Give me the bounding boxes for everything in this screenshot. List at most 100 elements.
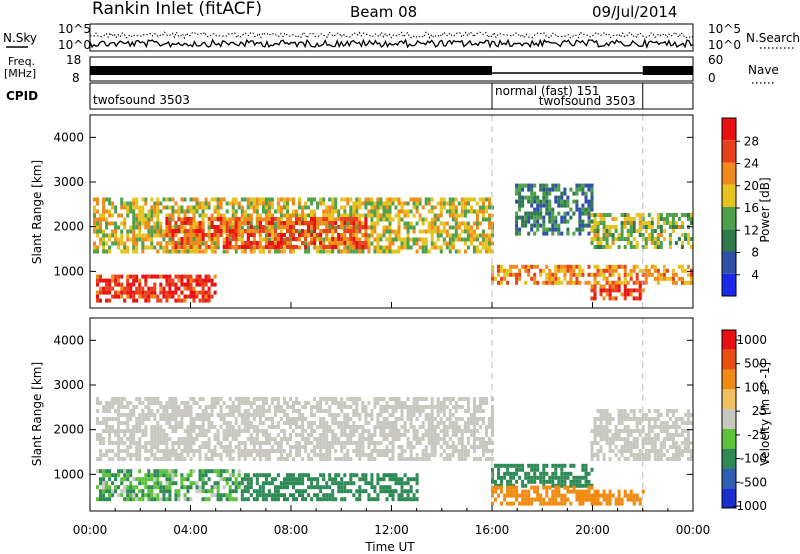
data-cell	[204, 282, 208, 287]
data-cell	[261, 229, 265, 233]
data-cell	[388, 229, 392, 234]
data-cell	[551, 475, 555, 480]
data-cell	[210, 409, 214, 413]
data-cell	[120, 201, 124, 206]
data-cell	[171, 209, 175, 214]
data-cell	[626, 493, 630, 498]
data-cell	[367, 233, 371, 238]
data-cell	[632, 497, 636, 502]
data-cell	[346, 437, 350, 441]
data-cell	[500, 264, 504, 269]
data-cell	[325, 457, 329, 461]
data-cell	[451, 421, 455, 425]
data-cell	[304, 437, 308, 441]
noise-right-tick-top: 10^5	[708, 22, 741, 36]
data-cell	[424, 453, 428, 457]
data-cell	[195, 481, 199, 486]
data-cell	[397, 201, 401, 206]
data-cell	[439, 221, 443, 226]
data-cell	[644, 449, 648, 453]
data-cell	[554, 467, 558, 472]
data-cell	[153, 221, 157, 226]
data-cell	[222, 213, 226, 218]
data-cell	[189, 441, 193, 445]
data-cell	[126, 437, 130, 441]
data-cell	[150, 205, 154, 210]
data-cell	[177, 205, 181, 210]
data-cell	[687, 280, 691, 285]
data-cell	[671, 213, 675, 217]
data-cell	[216, 437, 220, 441]
data-cell	[430, 433, 434, 437]
data-cell	[409, 489, 413, 494]
data-cell	[349, 441, 353, 445]
data-cell	[599, 292, 603, 297]
data-cell	[671, 425, 675, 429]
data-cell	[156, 429, 160, 433]
data-cell	[231, 233, 235, 237]
data-cell	[343, 233, 347, 238]
data-cell	[183, 274, 187, 279]
data-cell	[313, 221, 317, 225]
data-cell	[593, 225, 597, 229]
data-cell	[174, 209, 178, 214]
data-cell	[319, 441, 323, 445]
data-cell	[186, 405, 190, 409]
data-cell	[466, 421, 470, 425]
data-cell	[279, 209, 283, 214]
data-cell	[659, 453, 663, 457]
data-cell	[340, 225, 344, 229]
data-cell	[590, 237, 594, 241]
data-cell	[279, 245, 283, 249]
data-cell	[397, 445, 401, 449]
data-cell	[114, 417, 118, 421]
data-cell	[370, 205, 374, 210]
data-cell	[129, 469, 133, 474]
data-cell	[569, 215, 573, 220]
data-cell	[533, 231, 537, 236]
data-cell	[132, 429, 136, 433]
data-cell	[430, 241, 434, 246]
data-cell	[346, 245, 350, 250]
nave-tick-top: 60	[708, 53, 723, 67]
data-cell	[623, 280, 627, 285]
data-cell	[132, 485, 136, 490]
data-cell	[665, 409, 669, 413]
data-cell	[457, 397, 461, 401]
data-cell	[355, 489, 359, 494]
data-cell	[448, 197, 452, 202]
data-cell	[376, 233, 380, 238]
data-cell	[292, 481, 296, 486]
data-cell	[370, 221, 374, 226]
data-cell	[189, 397, 193, 401]
data-cell	[225, 445, 229, 449]
data-cell	[415, 397, 419, 401]
data-cell	[391, 477, 395, 482]
data-cell	[650, 445, 654, 449]
data-cell	[292, 421, 296, 425]
data-cell	[258, 421, 262, 425]
data-cell	[509, 463, 513, 468]
data-cell	[653, 237, 657, 241]
data-cell	[665, 268, 669, 273]
data-cell	[237, 245, 241, 249]
data-cell	[436, 401, 440, 405]
data-cell	[668, 225, 672, 229]
data-cell	[590, 429, 594, 433]
data-cell	[638, 233, 642, 237]
data-cell	[117, 290, 121, 295]
power-y-label: Slant Range [km]	[30, 160, 44, 264]
data-cell	[500, 479, 504, 484]
data-cell	[436, 437, 440, 441]
data-cell	[602, 457, 606, 461]
data-cell	[584, 475, 588, 480]
data-cell	[394, 401, 398, 405]
data-cell	[310, 425, 314, 429]
data-cell	[500, 280, 504, 285]
data-cell	[147, 469, 151, 474]
data-cell	[129, 473, 133, 478]
data-cell	[222, 417, 226, 421]
data-cell	[156, 397, 160, 401]
data-cell	[418, 413, 422, 417]
data-cell	[273, 409, 277, 413]
